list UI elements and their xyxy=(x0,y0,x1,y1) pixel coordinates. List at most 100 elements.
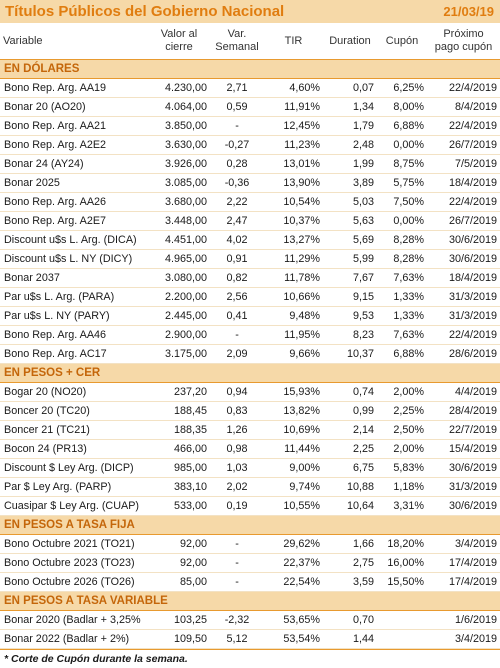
bond-name: Bono Rep. Arg. AA19 xyxy=(0,78,148,98)
next-payment: 28/4/2019 xyxy=(427,401,500,421)
table-row: Discount $ Ley Arg. (DICP) 985,00 1,03 9,00… xyxy=(0,458,500,478)
close-value: 2.445,00 xyxy=(148,306,210,326)
table-row: Bono Rep. Arg. A2E7 3.448,00 2,47 10,37% 5,6… xyxy=(0,211,500,231)
close-value: 92,00 xyxy=(148,534,210,554)
coupon-value: 1,33% xyxy=(377,306,427,326)
close-value: 92,00 xyxy=(148,553,210,573)
weekly-change: 0,94 xyxy=(210,382,264,402)
bond-name: Bono Octubre 2021 (TO21) xyxy=(0,534,148,554)
weekly-change: 0,41 xyxy=(210,306,264,326)
bond-name: Bonar 2025 xyxy=(0,173,148,193)
close-value: 85,00 xyxy=(148,572,210,592)
close-value: 188,35 xyxy=(148,420,210,440)
coupon-value: 8,28% xyxy=(377,230,427,250)
col-header-variable: Variable xyxy=(0,23,148,60)
footnote: * Corte de Cupón durante la semana. xyxy=(0,649,500,668)
col-header-weekly-change: Var. Semanal xyxy=(210,23,264,60)
tir-value: 29,62% xyxy=(264,534,323,554)
section-header: EN PESOS + CER xyxy=(0,363,500,383)
bond-name: Discount $ Ley Arg. (DICP) xyxy=(0,458,148,478)
bond-name: Par u$s L. Arg. (PARA) xyxy=(0,287,148,307)
table-row: Bono Octubre 2026 (TO26) 85,00-22,54% 3,59… xyxy=(0,572,500,592)
weekly-change: 2,47 xyxy=(210,211,264,231)
coupon-value: 3,31% xyxy=(377,496,427,516)
close-value: 4.230,00 xyxy=(148,78,210,98)
tir-value: 9,74% xyxy=(264,477,323,497)
next-payment: 31/3/2019 xyxy=(427,287,500,307)
duration-value: 3,89 xyxy=(323,173,377,193)
table-header-row: Variable Valor al cierre Var. Semanal TI… xyxy=(0,23,500,60)
table-row: Bogar 20 (NO20) 237,20 0,94 15,93% 0,74 2,00%… xyxy=(0,382,500,402)
col-header-tir: TIR xyxy=(264,23,323,60)
close-value: 3.448,00 xyxy=(148,211,210,231)
next-payment: 3/4/2019 xyxy=(427,629,500,649)
close-value: 2.900,00 xyxy=(148,325,210,345)
tir-value: 13,82% xyxy=(264,401,323,421)
tir-value: 4,60% xyxy=(264,78,323,98)
table-row: Par u$s L. Arg. (PARA) 2.200,00 2,56 10,66%… xyxy=(0,287,500,307)
table-row: Bono Octubre 2021 (TO21) 92,00-29,62% 1,66… xyxy=(0,534,500,554)
weekly-change: 2,71 xyxy=(210,78,264,98)
next-payment: 22/4/2019 xyxy=(427,192,500,212)
coupon-value xyxy=(377,629,427,649)
next-payment: 30/6/2019 xyxy=(427,230,500,250)
coupon-value: 2,25% xyxy=(377,401,427,421)
bond-name: Bogar 20 (NO20) xyxy=(0,382,148,402)
bond-name: Bonar 2022 (Badlar + 2%) xyxy=(0,629,148,649)
close-value: 3.080,00 xyxy=(148,268,210,288)
tir-value: 11,44% xyxy=(264,439,323,459)
close-value: 3.630,00 xyxy=(148,135,210,155)
duration-value: 5,69 xyxy=(323,230,377,250)
close-value: 466,00 xyxy=(148,439,210,459)
weekly-change: - xyxy=(210,116,264,136)
coupon-value: 7,63% xyxy=(377,268,427,288)
table-row: Bono Rep. Arg. AC17 3.175,00 2,09 9,66% 10,3… xyxy=(0,344,500,364)
coupon-value xyxy=(377,610,427,630)
section-title: EN DÓLARES xyxy=(0,59,500,79)
next-payment: 30/6/2019 xyxy=(427,249,500,269)
weekly-change: 1,03 xyxy=(210,458,264,478)
coupon-value: 1,33% xyxy=(377,287,427,307)
next-payment: 15/4/2019 xyxy=(427,439,500,459)
next-payment: 30/6/2019 xyxy=(427,458,500,478)
table-row: Boncer 21 (TC21) 188,35 1,26 10,69% 2,14 2,50… xyxy=(0,420,500,440)
close-value: 3.926,00 xyxy=(148,154,210,174)
next-payment: 22/4/2019 xyxy=(427,325,500,345)
section-title: EN PESOS + CER xyxy=(0,363,500,383)
tir-value: 10,55% xyxy=(264,496,323,516)
tir-value: 15,93% xyxy=(264,382,323,402)
bond-name: Bono Rep. Arg. AA21 xyxy=(0,116,148,136)
next-payment: 17/4/2019 xyxy=(427,572,500,592)
page-title: Títulos Públicos del Gobierno Nacional xyxy=(5,3,285,20)
close-value: 383,10 xyxy=(148,477,210,497)
duration-value: 10,37 xyxy=(323,344,377,364)
close-value: 985,00 xyxy=(148,458,210,478)
next-payment: 1/6/2019 xyxy=(427,610,500,630)
weekly-change: 0,82 xyxy=(210,268,264,288)
col-header-duration: Duration xyxy=(323,23,377,60)
coupon-value: 0,00% xyxy=(377,135,427,155)
bond-name: Bono Rep. Arg. AA26 xyxy=(0,192,148,212)
bond-name: Discount u$s L. Arg. (DICA) xyxy=(0,230,148,250)
duration-value: 0,99 xyxy=(323,401,377,421)
coupon-value: 6,88% xyxy=(377,116,427,136)
duration-value: 9,15 xyxy=(323,287,377,307)
table-row: Bono Rep. Arg. AA26 3.680,00 2,22 10,54% 5,0… xyxy=(0,192,500,212)
bond-name: Bono Rep. Arg. AA46 xyxy=(0,325,148,345)
weekly-change: - xyxy=(210,572,264,592)
bond-name: Bonar 2037 xyxy=(0,268,148,288)
tir-value: 9,66% xyxy=(264,344,323,364)
col-header-coupon: Cupón xyxy=(377,23,427,60)
bond-name: Bonar 20 (AO20) xyxy=(0,97,148,117)
tir-value: 22,37% xyxy=(264,553,323,573)
duration-value: 1,34 xyxy=(323,97,377,117)
next-payment: 17/4/2019 xyxy=(427,553,500,573)
section-header: EN DÓLARES xyxy=(0,59,500,79)
next-payment: 22/4/2019 xyxy=(427,78,500,98)
table-row: Bonar 20 (AO20) 4.064,00 0,59 11,91% 1,34 8,0… xyxy=(0,97,500,117)
weekly-change: 2,09 xyxy=(210,344,264,364)
next-payment: 4/4/2019 xyxy=(427,382,500,402)
close-value: 237,20 xyxy=(148,382,210,402)
table-row: Bono Rep. Arg. A2E2 3.630,00 -0,27 11,23% 2,… xyxy=(0,135,500,155)
bond-name: Bonar 24 (AY24) xyxy=(0,154,148,174)
